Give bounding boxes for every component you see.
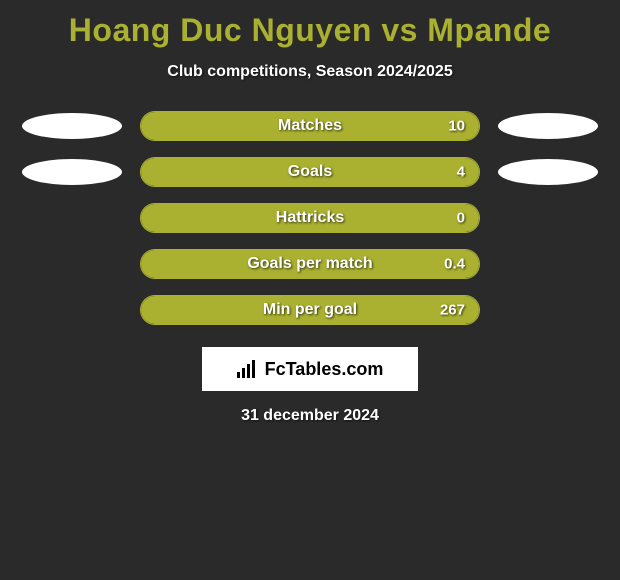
right-player-marker	[498, 113, 598, 139]
bar-chart-icon	[237, 360, 259, 378]
stat-label: Hattricks	[276, 209, 344, 227]
left-player-marker	[22, 159, 122, 185]
stat-label: Min per goal	[263, 301, 357, 319]
stat-bar: Min per goal 267	[140, 295, 480, 325]
stat-label: Goals per match	[247, 255, 372, 273]
stats-list: Matches 10 Goals 4 Hattricks 0 Goals per match…	[0, 111, 620, 325]
spacer	[22, 205, 122, 231]
page-title: Hoang Duc Nguyen vs Mpande	[69, 12, 551, 49]
stat-bar: Hattricks 0	[140, 203, 480, 233]
date-label: 31 december 2024	[241, 407, 379, 425]
spacer	[22, 297, 122, 323]
spacer	[498, 205, 598, 231]
brand-logo[interactable]: FcTables.com	[202, 347, 418, 391]
comparison-card: Hoang Duc Nguyen vs Mpande Club competit…	[0, 0, 620, 425]
spacer	[22, 251, 122, 277]
left-player-marker	[22, 113, 122, 139]
stat-value: 267	[440, 302, 465, 319]
right-player-marker	[498, 159, 598, 185]
stat-row: Hattricks 0	[0, 203, 620, 233]
stat-row: Min per goal 267	[0, 295, 620, 325]
stat-bar: Goals per match 0.4	[140, 249, 480, 279]
spacer	[498, 297, 598, 323]
stat-label: Matches	[278, 117, 342, 135]
stat-value: 0	[457, 210, 465, 227]
stat-bar: Goals 4	[140, 157, 480, 187]
stat-value: 10	[448, 118, 465, 135]
spacer	[498, 251, 598, 277]
stat-row: Matches 10	[0, 111, 620, 141]
stat-value: 0.4	[444, 256, 465, 273]
stat-row: Goals 4	[0, 157, 620, 187]
stat-label: Goals	[288, 163, 332, 181]
brand-logo-text: FcTables.com	[265, 359, 384, 380]
subtitle: Club competitions, Season 2024/2025	[167, 63, 452, 81]
stat-bar: Matches 10	[140, 111, 480, 141]
stat-row: Goals per match 0.4	[0, 249, 620, 279]
stat-value: 4	[457, 164, 465, 181]
